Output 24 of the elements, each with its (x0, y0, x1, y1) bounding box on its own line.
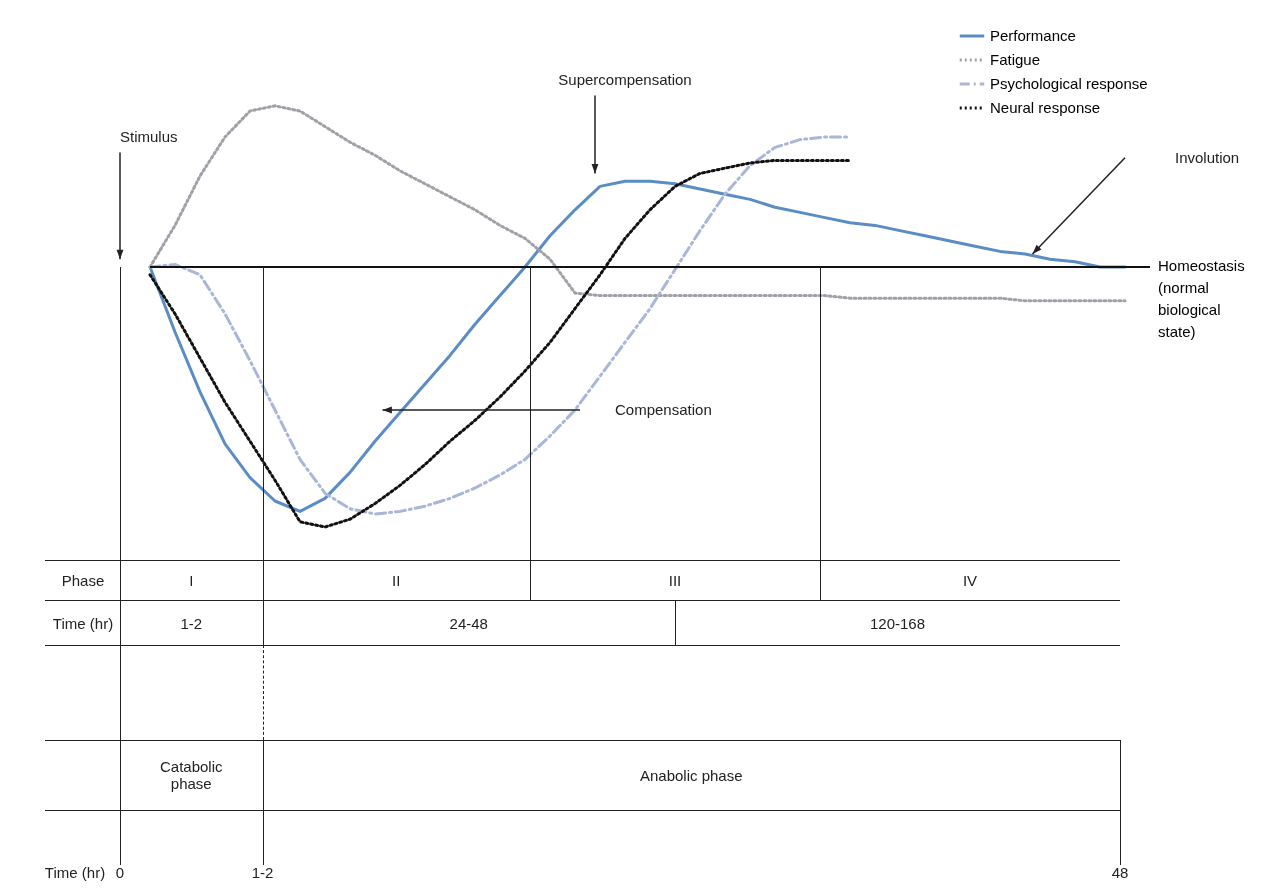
text: Involution (1175, 148, 1240, 166)
text: II (392, 571, 401, 589)
annotation: Compensation (615, 401, 712, 418)
text: 1-2 (251, 863, 274, 881)
legend-label: Neural response (990, 99, 1101, 116)
text: Supercompensation (558, 70, 692, 88)
text: Catabolic phase (158, 758, 224, 792)
text: 24-48 (449, 614, 488, 631)
legend-label: Psychological response (990, 75, 1148, 92)
text: Time (hr) (52, 614, 114, 631)
text: IV (962, 571, 978, 589)
text: Anabolic phase (639, 766, 743, 784)
text: 0 (115, 863, 125, 881)
text: 1-2 (180, 614, 203, 631)
text: III (668, 571, 682, 589)
text: 48 (1111, 863, 1129, 881)
ref-line-label: Homeostasis (normal biological state) (1158, 257, 1245, 340)
text: I (189, 571, 194, 589)
text: 120-168 (869, 614, 926, 631)
text: Time (hr) (44, 863, 106, 881)
legend-label: Performance (990, 27, 1076, 44)
text: Phase (61, 571, 105, 589)
annotation: Stimulus (120, 128, 178, 145)
legend-label: Fatigue (990, 51, 1041, 68)
